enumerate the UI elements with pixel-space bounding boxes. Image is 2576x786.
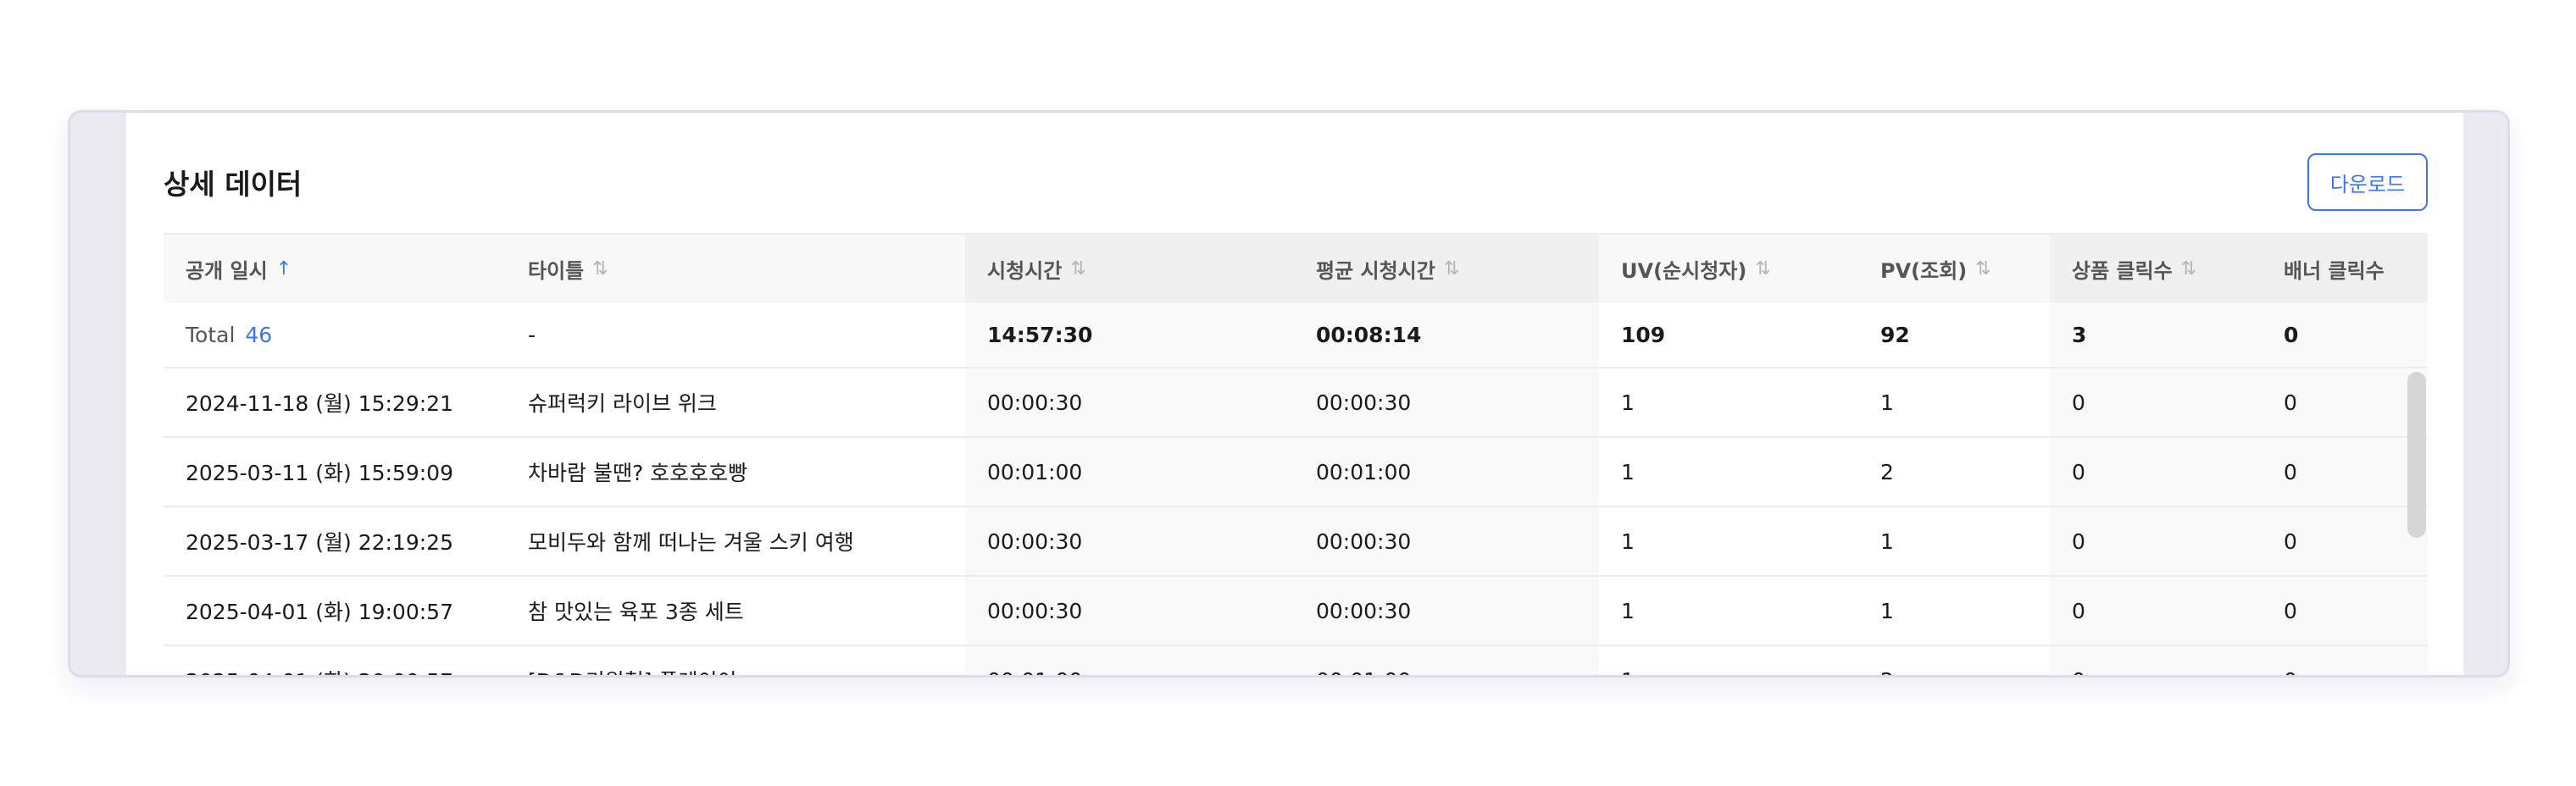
table-row[interactable]: 2025-03-11 (화) 15:59:09 차바람 불땐? 호호호호빵 00:0… xyxy=(164,438,2428,507)
table-cell: 00:00:30 xyxy=(965,507,1294,575)
table-row[interactable]: 2025-03-17 (월) 22:19:25 모비두와 함께 떠나는 겨울 스키… xyxy=(164,507,2428,577)
table-cell: 2025-03-11 (화) 15:59:09 xyxy=(186,461,453,485)
table-cell: 0 xyxy=(2050,368,2262,436)
total-cell: 0 xyxy=(2262,302,2428,367)
table-row[interactable]: 2025-04-01 (화) 19:00:57 참 맛있는 육포 3종 세트 00:… xyxy=(164,577,2428,646)
sort-ascending-icon[interactable]: ↑ xyxy=(275,257,292,280)
table-cell: 0 xyxy=(2050,646,2262,675)
total-cell: 3 xyxy=(2050,302,2262,367)
column-header-label: 타이틀 xyxy=(528,258,585,283)
sort-icon[interactable]: ⇅ xyxy=(1755,257,1771,280)
column-header[interactable]: PV(조회) ⇅ xyxy=(1858,235,2050,302)
total-label-cell: Total 46 xyxy=(164,302,506,367)
sort-icon[interactable]: ⇅ xyxy=(2180,257,2197,280)
table-cell: 참 맛있는 육포 3종 세트 xyxy=(528,600,744,624)
total-row: Total 46 - 14:57:30 00:08:14 109 92 3 0 xyxy=(164,302,2428,368)
data-table: 공개 일시 ↑ 타이틀 ⇅ 시청시간 ⇅ 평균 시청시간 ⇅ UV(순시청자) ⇅ PV(조회) ⇅ 상… xyxy=(164,233,2428,675)
table-header: 공개 일시 ↑ 타이틀 ⇅ 시청시간 ⇅ 평균 시청시간 ⇅ UV(순시청자) ⇅ PV(조회) ⇅ 상… xyxy=(164,235,2428,302)
card-content: 상세 데이터 다운로드 공개 일시 ↑ 타이틀 ⇅ 시청시간 ⇅ 평균 시청시간 ⇅ UV(순시… xyxy=(126,113,2463,675)
table-cell: 1 xyxy=(1621,459,1635,484)
column-header-label: 시청시간 xyxy=(987,258,1063,283)
table-cell: 2025-04-01 (화) 19:00:57 xyxy=(186,600,453,624)
table-cell: 0 xyxy=(2050,438,2262,506)
table-cell: 2025-04-01 (화) 20:00:57 xyxy=(164,646,506,675)
table-cell: 모비두와 함께 떠나는 겨울 스키 여행 xyxy=(528,530,854,555)
table-cell: 00:00:30 xyxy=(965,368,1294,436)
table-cell: 1 xyxy=(1880,390,1894,415)
sort-icon[interactable]: ⇅ xyxy=(1070,257,1086,280)
table-cell: 0 xyxy=(2262,438,2428,506)
table-cell: 0 xyxy=(2050,507,2262,575)
column-header[interactable]: 배너 클릭수 xyxy=(2262,235,2428,302)
sort-icon[interactable]: ⇅ xyxy=(1443,257,1460,280)
table-cell: 0 xyxy=(2050,577,2262,645)
column-header[interactable]: 시청시간 ⇅ xyxy=(965,235,1294,302)
table-cell: 1 xyxy=(1599,646,1858,676)
sort-icon[interactable]: ⇅ xyxy=(1975,257,1991,280)
vertical-scrollbar[interactable] xyxy=(2407,372,2426,538)
column-header-label: 평균 시청시간 xyxy=(1316,258,1435,283)
total-cell: - xyxy=(528,322,536,347)
total-label: Total xyxy=(186,322,236,347)
column-header[interactable]: 상품 클릭수 ⇅ xyxy=(2050,235,2262,302)
table-cell: 00:01:00 xyxy=(965,646,1294,675)
column-header-label: 상품 클릭수 xyxy=(2072,258,2173,283)
table-cell: 1 xyxy=(1621,598,1635,623)
detail-data-card: 상세 데이터 다운로드 공개 일시 ↑ 타이틀 ⇅ 시청시간 ⇅ 평균 시청시간 ⇅ UV(순시… xyxy=(68,110,2510,678)
table-cell: 슈퍼럭키 라이브 위크 xyxy=(528,391,717,416)
total-count: 46 xyxy=(245,322,273,347)
total-cell: 00:08:14 xyxy=(1294,302,1599,367)
table-row[interactable]: 2024-11-18 (월) 15:29:21 슈퍼럭키 라이브 위크 00:00:… xyxy=(164,368,2428,438)
table-cell: 2 xyxy=(1880,459,1894,484)
total-cell: 92 xyxy=(1880,322,1910,347)
column-header[interactable]: 공개 일시 ↑ xyxy=(164,235,506,302)
table-cell: 1 xyxy=(1621,529,1635,554)
table-cell: [D&D기원철] 플레이이 xyxy=(506,646,965,675)
section-title: 상세 데이터 xyxy=(164,168,303,201)
table-cell: 0 xyxy=(2262,646,2428,675)
column-header-label: UV(순시청자) xyxy=(1621,258,1747,283)
total-cell: 109 xyxy=(1621,322,1666,347)
table-cell: 00:00:30 xyxy=(965,577,1294,645)
table-cell: 1 xyxy=(1880,598,1894,623)
column-header[interactable]: UV(순시청자) ⇅ xyxy=(1599,235,1858,302)
table-row[interactable]: 2025-04-01 (화) 20:00:57[D&D기원철] 플레이이00:0… xyxy=(164,646,2428,675)
column-header[interactable]: 평균 시청시간 ⇅ xyxy=(1294,235,1599,302)
table-cell: 1 xyxy=(1621,390,1635,415)
table-cell: 00:00:30 xyxy=(1294,507,1599,575)
table-cell: 00:01:00 xyxy=(1294,646,1599,675)
table-cell: 00:01:00 xyxy=(1294,438,1599,506)
table-cell: 0 xyxy=(2262,368,2428,436)
column-header-label: 공개 일시 xyxy=(186,258,268,283)
table-cell: 00:01:00 xyxy=(965,438,1294,506)
table-cell: 2025-03-17 (월) 22:19:25 xyxy=(186,530,453,555)
table-cell: 2 xyxy=(1858,646,2050,676)
column-header-label: 배너 클릭수 xyxy=(2284,258,2384,283)
column-header-label: PV(조회) xyxy=(1880,258,1968,283)
table-cell: 2024-11-18 (월) 15:29:21 xyxy=(186,391,453,416)
table-cell: 1 xyxy=(1880,529,1894,554)
table-cell: 00:00:30 xyxy=(1294,577,1599,645)
download-button[interactable]: 다운로드 xyxy=(2307,153,2428,211)
table-cell: 0 xyxy=(2262,577,2428,645)
table-cell: 0 xyxy=(2262,507,2428,575)
sort-icon[interactable]: ⇅ xyxy=(592,257,608,280)
total-cell: 14:57:30 xyxy=(965,302,1294,367)
table-cell: 차바람 불땐? 호호호호빵 xyxy=(528,461,748,485)
table-cell: 00:00:30 xyxy=(1294,368,1599,436)
column-header[interactable]: 타이틀 ⇅ xyxy=(506,235,965,302)
